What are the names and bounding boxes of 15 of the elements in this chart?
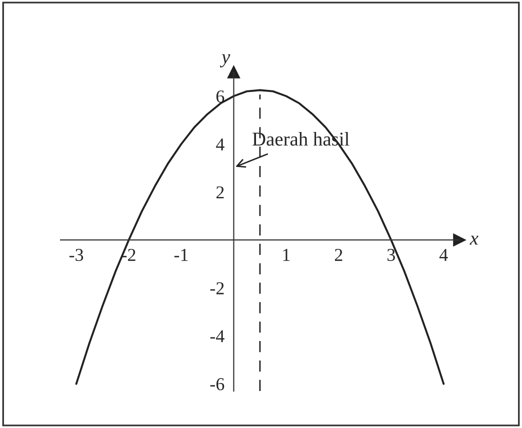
x-tick-label: -3: [69, 248, 84, 262]
x-tick-label: -1: [174, 248, 188, 261]
y-tick-label: -6: [210, 378, 224, 390]
y-axis-title: y: [220, 54, 230, 68]
y-tick-label: 2: [216, 186, 224, 198]
x-tick-label: 1: [283, 248, 290, 261]
x-axis-title: x: [470, 236, 478, 245]
y-tick-label: -4: [210, 330, 224, 342]
y-tick-label: -2: [210, 282, 224, 294]
x-tick-label: -2: [122, 248, 136, 261]
y-tick-label: 4: [216, 138, 224, 150]
y-tick-label: 6: [216, 90, 224, 103]
x-tick-label: 3: [387, 248, 395, 262]
x-tick-label: 2: [334, 248, 342, 261]
x-tick-label: 4: [439, 248, 448, 261]
